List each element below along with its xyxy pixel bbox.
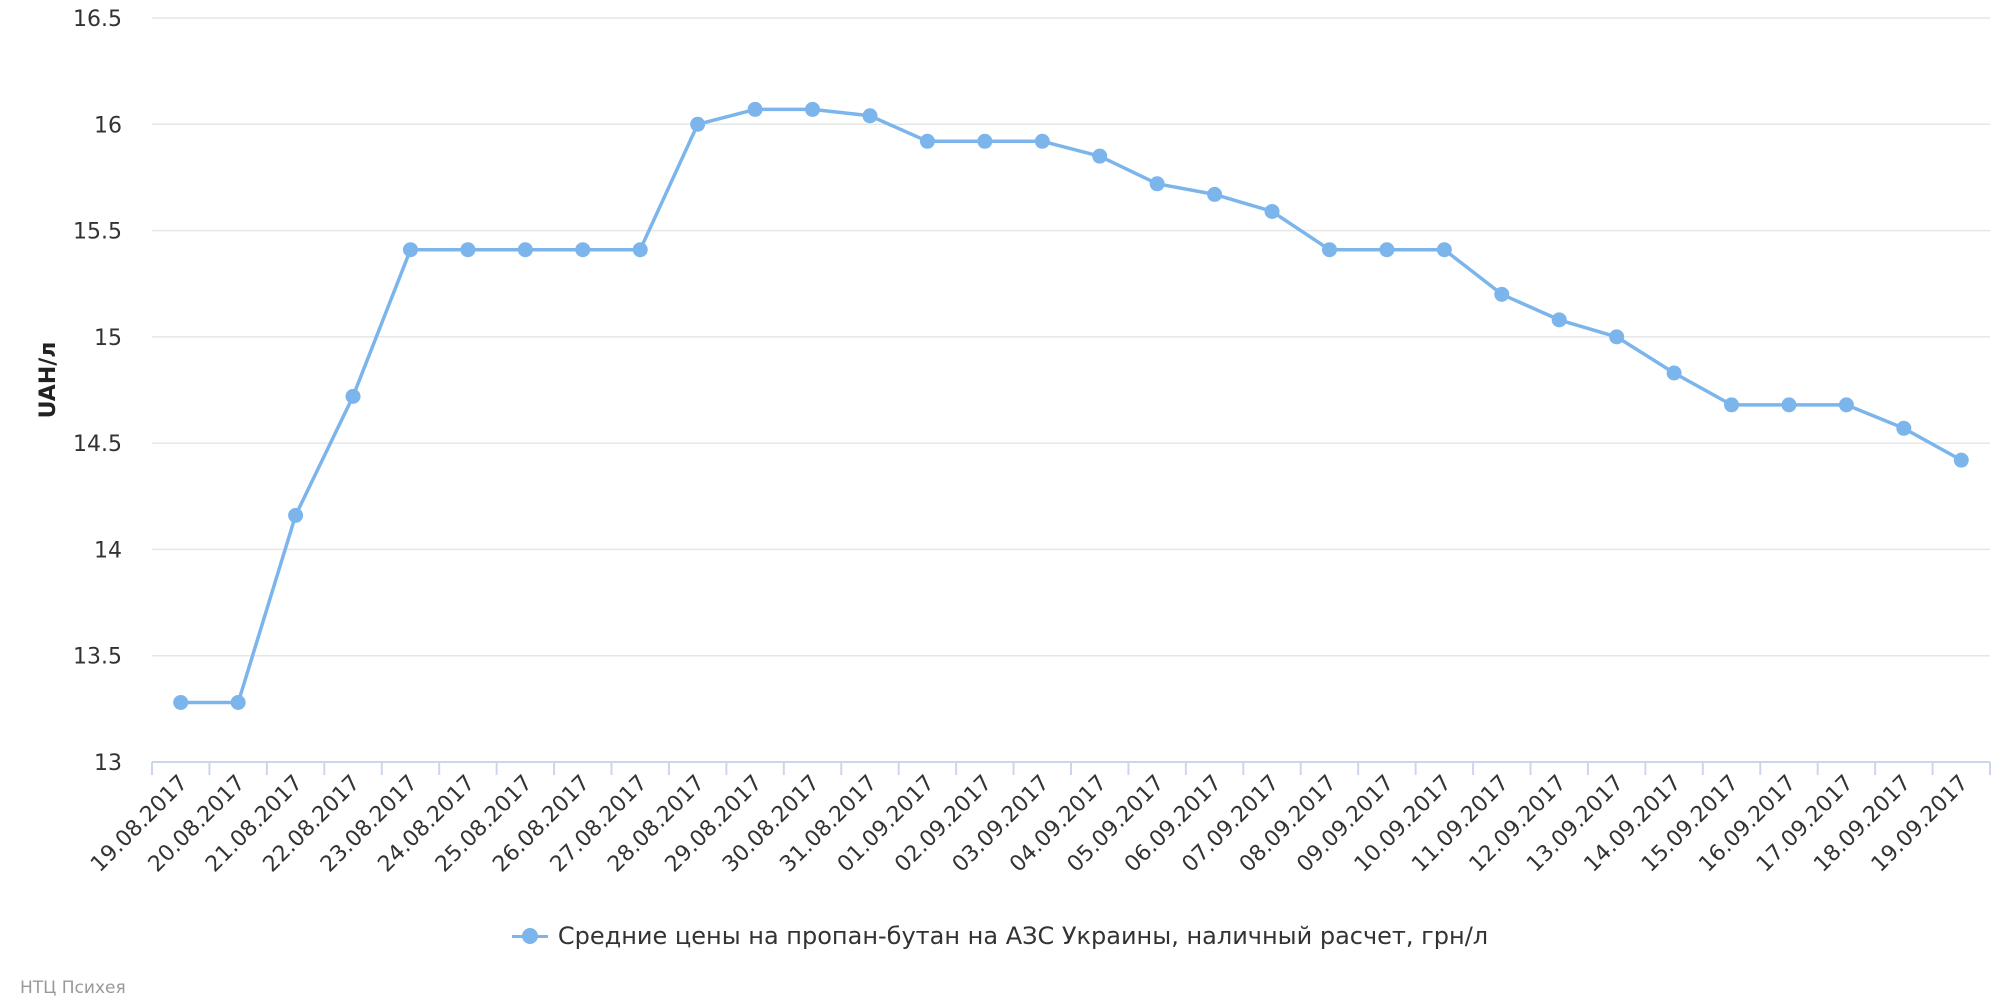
- data-point[interactable]: [1724, 397, 1740, 413]
- data-point[interactable]: [1494, 286, 1510, 302]
- y-tick-label: 15: [94, 326, 122, 351]
- data-point[interactable]: [402, 242, 418, 258]
- legend[interactable]: Средние цены на пропан-бутан на АЗС Укра…: [0, 922, 2000, 952]
- data-point[interactable]: [1609, 329, 1625, 345]
- y-axis-ticks: 13 13.5 14 14.5 15 15.5 16 16.5: [73, 7, 122, 776]
- data-point[interactable]: [919, 133, 935, 149]
- series-line: [180, 107, 1963, 705]
- y-tick-label: 15.5: [73, 220, 122, 245]
- data-point[interactable]: [517, 242, 533, 258]
- data-point[interactable]: [1092, 148, 1108, 164]
- y-tick-label: 16.5: [73, 7, 122, 32]
- data-point[interactable]: [230, 694, 246, 710]
- data-point[interactable]: [1838, 397, 1854, 413]
- data-point[interactable]: [1034, 133, 1050, 149]
- data-point[interactable]: [1781, 397, 1797, 413]
- data-point[interactable]: [690, 116, 706, 132]
- data-point[interactable]: [1896, 420, 1912, 436]
- data-point[interactable]: [1953, 452, 1969, 468]
- data-point[interactable]: [977, 133, 993, 149]
- legend-label: Средние цены на пропан-бутан на АЗС Укра…: [557, 922, 1489, 950]
- gridlines: [152, 17, 1990, 657]
- data-point[interactable]: [288, 507, 304, 523]
- x-axis: 19.08.201720.08.201721.08.201722.08.2017…: [86, 761, 1991, 877]
- data-point[interactable]: [173, 694, 189, 710]
- data-point[interactable]: [1551, 312, 1567, 328]
- data-point[interactable]: [1436, 242, 1452, 258]
- data-point[interactable]: [747, 101, 763, 117]
- data-point[interactable]: [345, 388, 361, 404]
- y-tick-label: 16: [94, 113, 122, 138]
- y-tick-label: 13.5: [73, 645, 122, 670]
- y-tick-label: 14.5: [73, 432, 122, 457]
- y-tick-label: 13: [94, 751, 122, 776]
- legend-item[interactable]: Средние цены на пропан-бутан на АЗС Укра…: [511, 922, 1489, 950]
- data-point[interactable]: [632, 242, 648, 258]
- data-point[interactable]: [575, 242, 591, 258]
- credits[interactable]: НТЦ Психея: [20, 978, 126, 998]
- y-axis-label: UAH/л: [36, 342, 61, 419]
- series-group: [173, 101, 1969, 710]
- data-point[interactable]: [805, 101, 821, 117]
- data-point[interactable]: [862, 108, 878, 124]
- data-point[interactable]: [460, 242, 476, 258]
- data-point[interactable]: [1207, 186, 1223, 202]
- data-point[interactable]: [1666, 365, 1682, 381]
- y-tick-label: 14: [94, 538, 122, 563]
- data-point[interactable]: [1149, 176, 1165, 192]
- data-point[interactable]: [1321, 242, 1337, 258]
- data-point[interactable]: [1379, 242, 1395, 258]
- legend-symbol-icon: [511, 926, 548, 946]
- data-point[interactable]: [1264, 203, 1280, 219]
